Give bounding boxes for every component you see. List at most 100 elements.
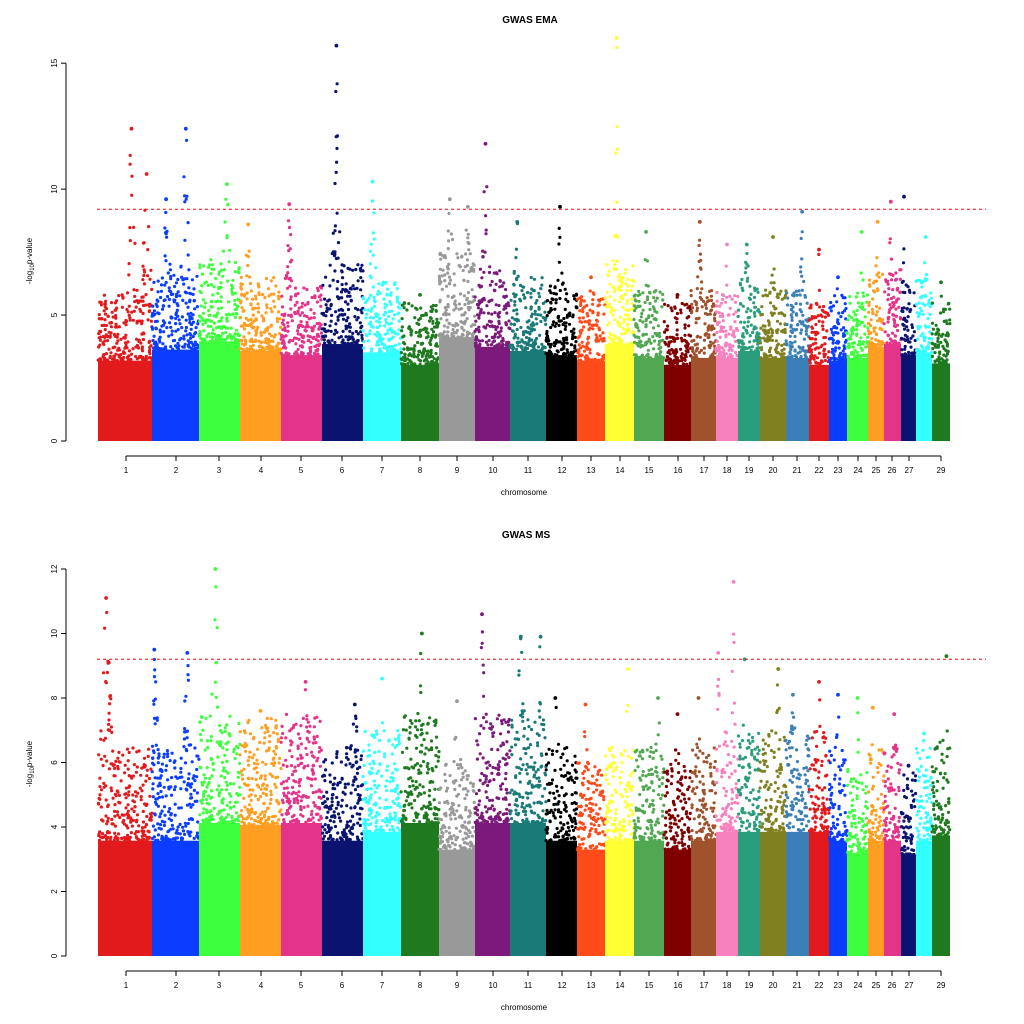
snp-point [314,790,318,794]
snp-point [146,829,150,833]
peak-point [104,596,108,600]
snp-point [279,325,283,329]
snp-point [867,332,871,336]
chromosome-1-points [96,126,154,441]
snp-point [778,292,782,296]
snp-point [277,290,281,294]
snp-point [813,354,817,358]
snp-point [122,355,126,360]
snp-point [230,283,234,287]
snp-point [474,341,478,345]
snp-point [185,194,189,198]
snp-point [267,748,271,752]
snp-point [666,350,670,355]
snp-point [655,332,659,336]
snp-point [788,340,792,344]
snp-point [851,345,855,349]
snp-point [301,814,305,818]
snp-point [434,344,438,348]
snp-point [215,326,219,330]
snp-point [107,722,111,727]
snp-point [636,344,640,348]
snp-point [442,324,446,328]
snp-point [562,321,567,325]
chromosome-5-points [279,202,324,441]
snp-point [504,321,508,325]
snp-point [110,310,114,314]
snp-point [236,270,240,274]
snp-point [504,287,508,292]
snp-point [228,248,232,252]
snp-point [209,283,213,287]
snp-point [539,319,543,324]
snp-point [402,355,406,359]
snp-point [256,306,260,310]
snp-point [302,340,306,344]
snp-point [124,323,128,327]
snp-point [818,305,822,309]
snp-point [870,307,875,311]
snp-point [496,314,500,318]
snp-point [371,325,375,329]
snp-point [201,811,205,815]
snp-point [628,341,633,345]
snp-point [437,274,441,278]
snp-point [256,815,260,819]
snp-point [106,830,110,834]
snp-point [389,350,393,354]
snp-point [793,334,797,339]
snp-point [249,344,253,349]
snp-point [739,320,743,324]
snp-point [202,329,206,333]
snp-point [115,341,119,345]
snp-point [272,731,276,735]
snp-point [586,314,590,318]
snp-point [438,252,442,256]
snp-point [418,316,422,321]
snp-point [516,340,520,344]
snp-point [700,297,704,301]
snp-point [171,837,176,841]
snp-point [151,749,156,753]
snp-point [244,749,248,753]
peak-point [515,220,520,224]
snp-point [153,828,157,832]
snp-point [126,767,130,771]
snp-point [163,820,167,824]
x-tick-label: 17 [700,466,709,475]
snp-point [215,705,220,709]
snp-point [340,269,344,273]
snp-point [238,793,242,797]
snp-point [673,358,677,362]
snp-point [611,259,615,263]
peak-point [164,197,169,202]
snp-point [359,330,363,334]
snp-point [634,299,638,303]
snp-point [360,263,364,267]
snp-point [530,327,535,331]
snp-point [126,759,130,763]
snp-point [780,348,784,353]
snp-point [829,300,833,305]
peak-point [902,194,906,199]
snp-point [210,263,214,267]
snp-point [427,355,431,359]
snp-point [118,815,122,820]
snp-point [523,346,528,350]
snp-point [292,769,296,773]
snp-point [272,299,276,303]
snp-point [191,320,196,324]
snp-point [223,726,227,730]
snp-point [216,291,220,295]
snp-point [253,306,257,310]
snp-point [112,763,116,767]
snp-point [183,342,187,346]
snp-point [486,343,490,347]
snp-point [487,270,492,275]
snp-point [182,345,186,349]
snp-point [485,185,489,189]
snp-point [462,278,466,282]
snp-point [646,348,650,352]
snp-point [188,336,193,340]
snp-point [107,767,111,771]
